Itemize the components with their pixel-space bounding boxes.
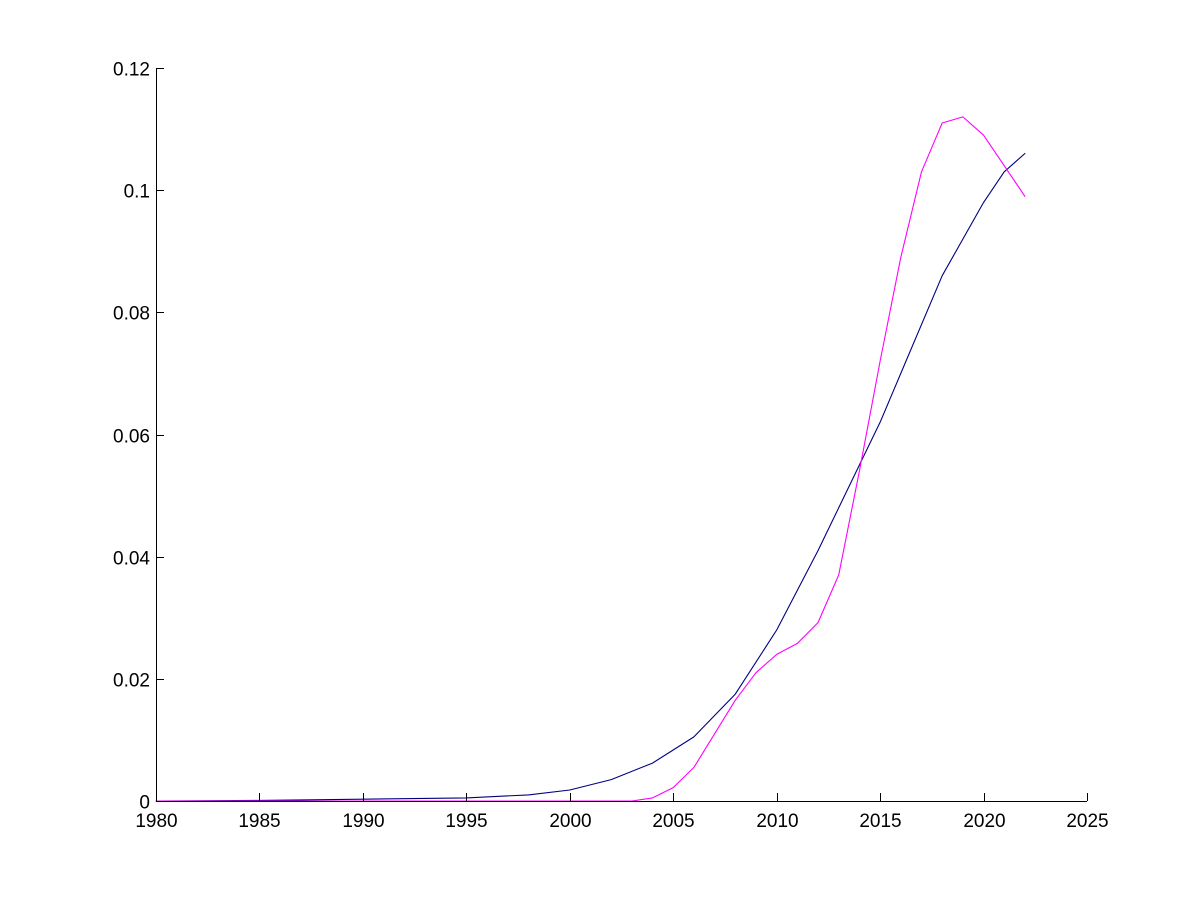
series-layer <box>155 116 1026 802</box>
y-tick-label: 0.08 <box>113 304 150 325</box>
x-tick-group: 1980 1985 1990 1995 2000 2005 2010 2015 2020 2025 <box>135 793 1109 832</box>
x-tick-label: 2000 <box>549 811 591 832</box>
x-tick-label: 1995 <box>445 811 487 832</box>
x-tick-label: 2025 <box>1066 811 1108 832</box>
x-tick-label: 1980 <box>135 811 177 832</box>
series-line-1 <box>155 152 1026 802</box>
y-tick-label: 0.1 <box>124 182 150 203</box>
series-line-2 <box>155 116 1026 802</box>
x-tick-label: 1990 <box>342 811 384 832</box>
x-tick-label: 2015 <box>859 811 901 832</box>
y-tick-label: 0.04 <box>113 549 150 570</box>
x-tick-label: 1985 <box>238 811 280 832</box>
y-tick-group: 0 0.02 0.04 0.06 0.08 0.1 0.12 <box>113 60 164 814</box>
x-tick-label: 2005 <box>652 811 694 832</box>
x-tick-label: 2010 <box>756 811 798 832</box>
y-tick-label: 0 <box>139 793 150 814</box>
y-tick-label: 0.02 <box>113 671 150 692</box>
x-tick-label: 2020 <box>963 811 1005 832</box>
y-tick-label: 0.12 <box>113 60 150 81</box>
y-tick-label: 0.06 <box>113 427 150 448</box>
